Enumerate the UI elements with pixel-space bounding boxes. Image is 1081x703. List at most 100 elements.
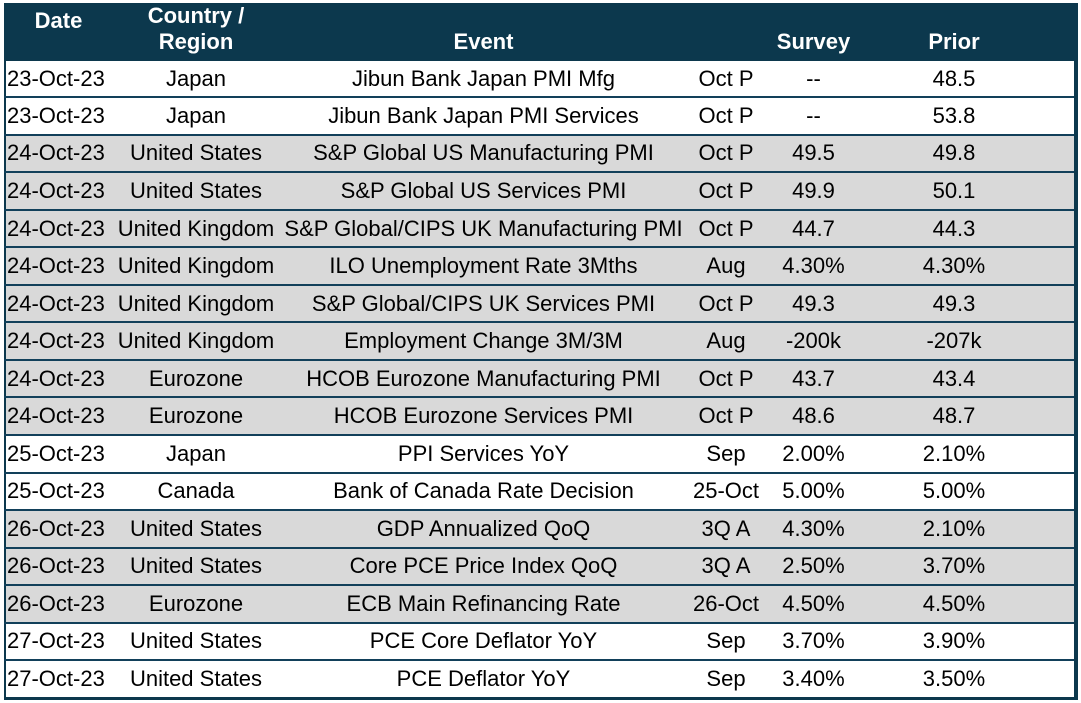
cell-prior: 49.8 [861, 133, 1076, 173]
cell-event: Jibun Bank Japan PMI Mfg [281, 61, 686, 98]
column-header-country: Country / Region [111, 3, 281, 61]
cell-period: Oct P [686, 208, 766, 248]
cell-country: Eurozone [111, 358, 281, 398]
cell-country: Eurozone [111, 584, 281, 623]
cell-country: United Kingdom [111, 321, 281, 360]
table-row: 24-Oct-23 United Kingdom ILO Unemployment … [5, 246, 1076, 285]
cell-period: Sep [686, 659, 766, 699]
cell-survey: -- [766, 96, 861, 135]
cell-period: Oct P [686, 171, 766, 210]
cell-prior: 48.5 [861, 61, 1076, 98]
cell-country: United States [111, 546, 281, 586]
cell-prior: 48.7 [861, 396, 1076, 435]
cell-period: Aug [686, 321, 766, 360]
cell-date: 23-Oct-23 [5, 96, 111, 135]
cell-country: Japan [111, 96, 281, 135]
cell-date: 24-Oct-23 [5, 246, 111, 285]
cell-country: United Kingdom [111, 283, 281, 323]
cell-country: United States [111, 659, 281, 699]
cell-event: Bank of Canada Rate Decision [281, 471, 686, 511]
cell-prior: 43.4 [861, 358, 1076, 398]
column-header-survey: Survey [766, 3, 861, 61]
table-row: 26-Oct-23 United States GDP Annualized QoQ… [5, 509, 1076, 548]
cell-survey: 5.00% [766, 471, 861, 511]
cell-event: S&P Global/CIPS UK Manufacturing PMI [281, 208, 686, 248]
cell-period: Sep [686, 621, 766, 661]
table-row: 27-Oct-23 United States PCE Core Deflator … [5, 621, 1076, 661]
cell-prior: 3.90% [861, 621, 1076, 661]
table-row: 26-Oct-23 Eurozone ECB Main Refinancing Ra… [5, 584, 1076, 623]
table-row: 23-Oct-23 Japan Jibun Bank Japan PMI Mfg Oc… [5, 61, 1076, 98]
cell-date: 24-Oct-23 [5, 321, 111, 360]
cell-event: ECB Main Refinancing Rate [281, 584, 686, 623]
cell-prior: 5.00% [861, 471, 1076, 511]
table-row: 25-Oct-23 Japan PPI Services YoY Sep 2.00% 2.… [5, 433, 1076, 473]
table-row: 27-Oct-23 United States PCE Deflator YoY Se… [5, 659, 1076, 699]
cell-country: United States [111, 133, 281, 173]
cell-period: Oct P [686, 396, 766, 435]
table-row: 24-Oct-23 United States S&P Global US Serv… [5, 171, 1076, 210]
table-row: 25-Oct-23 Canada Bank of Canada Rate Decis… [5, 471, 1076, 511]
cell-date: 25-Oct-23 [5, 433, 111, 473]
cell-country: United States [111, 509, 281, 548]
cell-event: Core PCE Price Index QoQ [281, 546, 686, 586]
cell-survey: 3.70% [766, 621, 861, 661]
column-header-period [686, 3, 766, 61]
table-row: 24-Oct-23 United States S&P Global US Manu… [5, 133, 1076, 173]
cell-event: S&P Global US Manufacturing PMI [281, 133, 686, 173]
table-row: 24-Oct-23 United Kingdom Employment Change… [5, 321, 1076, 360]
cell-date: 26-Oct-23 [5, 509, 111, 548]
cell-event: S&P Global/CIPS UK Services PMI [281, 283, 686, 323]
cell-survey: 49.9 [766, 171, 861, 210]
cell-survey: 2.00% [766, 433, 861, 473]
cell-survey: 4.30% [766, 246, 861, 285]
cell-survey: -- [766, 61, 861, 98]
table-row: 24-Oct-23 Eurozone HCOB Eurozone Services … [5, 396, 1076, 435]
cell-prior: 2.10% [861, 433, 1076, 473]
cell-date: 24-Oct-23 [5, 171, 111, 210]
cell-period: Oct P [686, 358, 766, 398]
cell-period: 25-Oct [686, 471, 766, 511]
table-row: 26-Oct-23 United States Core PCE Price Ind… [5, 546, 1076, 586]
cell-date: 26-Oct-23 [5, 584, 111, 623]
cell-event: PCE Deflator YoY [281, 659, 686, 699]
header-row: Date Country / Region Event Survey Prior [5, 3, 1076, 61]
cell-event: PCE Core Deflator YoY [281, 621, 686, 661]
cell-date: 23-Oct-23 [5, 61, 111, 98]
cell-date: 27-Oct-23 [5, 659, 111, 699]
cell-prior: 50.1 [861, 171, 1076, 210]
cell-date: 24-Oct-23 [5, 283, 111, 323]
cell-survey: 4.50% [766, 584, 861, 623]
cell-event: Jibun Bank Japan PMI Services [281, 96, 686, 135]
cell-country: United Kingdom [111, 208, 281, 248]
cell-survey: -200k [766, 321, 861, 360]
cell-period: Oct P [686, 133, 766, 173]
cell-prior: 49.3 [861, 283, 1076, 323]
cell-country: United Kingdom [111, 246, 281, 285]
cell-event: ILO Unemployment Rate 3Mths [281, 246, 686, 285]
cell-event: GDP Annualized QoQ [281, 509, 686, 548]
cell-event: HCOB Eurozone Services PMI [281, 396, 686, 435]
column-header-event: Event [281, 3, 686, 61]
cell-prior: -207k [861, 321, 1076, 360]
cell-country: Japan [111, 61, 281, 98]
cell-event: Employment Change 3M/3M [281, 321, 686, 360]
cell-country: United States [111, 621, 281, 661]
table-header: Date Country / Region Event Survey Prior [5, 3, 1076, 61]
economic-calendar-table: Date Country / Region Event Survey Prior… [4, 3, 1078, 700]
cell-date: 25-Oct-23 [5, 471, 111, 511]
cell-period: 3Q A [686, 509, 766, 548]
cell-survey: 43.7 [766, 358, 861, 398]
cell-period: Oct P [686, 61, 766, 98]
cell-survey: 4.30% [766, 509, 861, 548]
table-row: 23-Oct-23 Japan Jibun Bank Japan PMI Servi… [5, 96, 1076, 135]
cell-event: S&P Global US Services PMI [281, 171, 686, 210]
cell-survey: 3.40% [766, 659, 861, 699]
cell-period: 26-Oct [686, 584, 766, 623]
column-header-date: Date [5, 3, 111, 61]
cell-period: Aug [686, 246, 766, 285]
cell-survey: 2.50% [766, 546, 861, 586]
cell-date: 24-Oct-23 [5, 396, 111, 435]
cell-date: 24-Oct-23 [5, 133, 111, 173]
